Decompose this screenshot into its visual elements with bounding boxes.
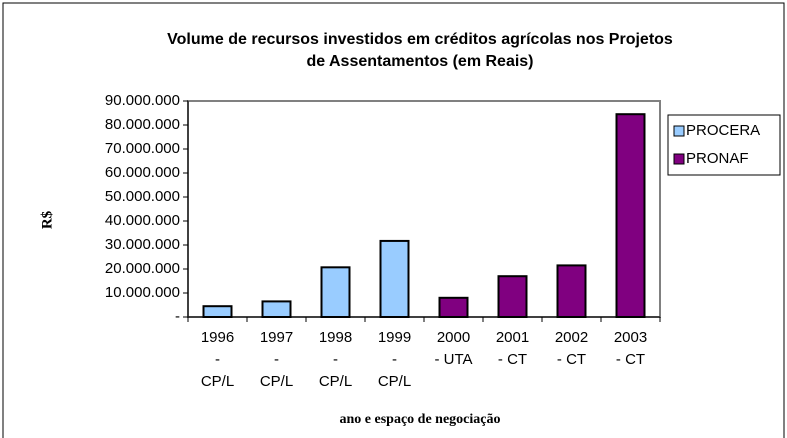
y-tick-label: 50.000.000 xyxy=(105,188,180,205)
y-tick-label: 90.000.000 xyxy=(105,92,180,109)
y-tick-label: 80.000.000 xyxy=(105,116,180,133)
bar xyxy=(261,300,292,318)
bar xyxy=(202,305,233,319)
x-tick-label: 2000 - UTA xyxy=(434,329,473,368)
bar xyxy=(497,275,528,319)
legend-swatch xyxy=(673,125,685,137)
y-tick-label: 30.000.000 xyxy=(105,236,180,253)
y-tick-label: 60.000.000 xyxy=(105,164,180,181)
legend-box xyxy=(667,114,781,176)
bar xyxy=(379,239,410,318)
legend-swatch xyxy=(673,153,685,165)
bar xyxy=(556,264,587,318)
x-tick-label: 1996 - CP/L xyxy=(200,329,235,390)
bar xyxy=(615,113,646,318)
x-tick-label: 2003 - CT xyxy=(613,329,648,368)
y-tick-label: 10.000.000 xyxy=(105,284,180,301)
x-tick-label: 2001 - CT xyxy=(495,329,530,368)
chart-title: Volume de recursos investidos em crédito… xyxy=(167,31,673,70)
y-axis-title: R$ xyxy=(39,210,55,229)
x-tick-label: 1997 - CP/L xyxy=(259,329,294,390)
y-tick-label: 20.000.000 xyxy=(105,260,180,277)
x-tick-label: 2002 - CT xyxy=(554,329,589,368)
legend-label: PRONAF xyxy=(686,150,749,167)
bar xyxy=(320,266,351,319)
x-tick-label: 1999 - CP/L xyxy=(377,329,412,390)
bar xyxy=(438,296,469,318)
y-tick-label: 40.000.000 xyxy=(105,212,180,229)
x-tick-label: 1998 - CP/L xyxy=(318,329,353,390)
legend-label: PROCERA xyxy=(686,122,760,139)
y-tick-label: - xyxy=(175,308,180,325)
x-axis-title: ano e espaço de negociação xyxy=(340,412,501,427)
y-tick-label: 70.000.000 xyxy=(105,140,180,157)
